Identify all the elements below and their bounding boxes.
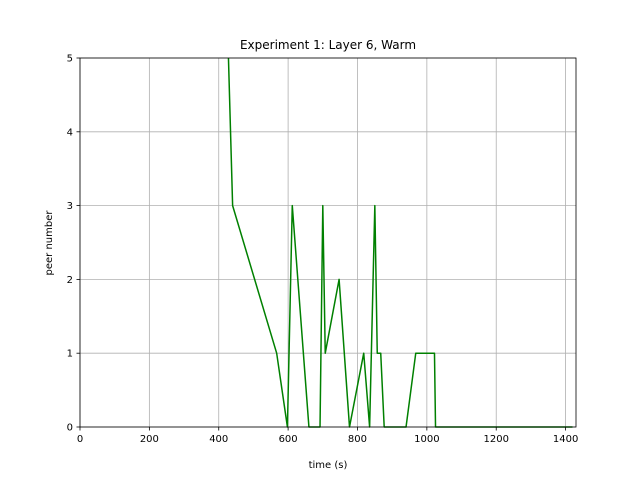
x-tick-label: 800 xyxy=(348,434,367,445)
y-tick-label: 3 xyxy=(67,201,73,212)
y-tick-label: 2 xyxy=(67,275,73,286)
y-axis-label: peer number xyxy=(44,210,55,276)
plot-frame xyxy=(79,57,577,428)
x-tick-label: 400 xyxy=(209,434,228,445)
x-tick-label: 1400 xyxy=(553,434,578,445)
y-tick-label: 1 xyxy=(67,349,73,360)
x-tick-label: 1000 xyxy=(414,434,439,445)
chart-title: Experiment 1: Layer 6, Warm xyxy=(240,38,416,52)
y-tick-label: 0 xyxy=(67,423,73,434)
x-axis: 0 200 400 600 800 1000 1200 1400 xyxy=(77,427,578,445)
y-tick-label: 4 xyxy=(67,127,73,138)
x-tick-label: 1200 xyxy=(483,434,508,445)
x-tick-label: 200 xyxy=(140,434,159,445)
series-layer xyxy=(227,57,573,428)
x-tick-label: 0 xyxy=(77,434,83,445)
x-axis-label: time (s) xyxy=(309,460,348,471)
series-line xyxy=(227,57,573,428)
y-axis: 0 1 2 3 4 5 xyxy=(67,54,80,434)
y-tick-label: 5 xyxy=(67,54,73,65)
x-tick-label: 600 xyxy=(279,434,298,445)
